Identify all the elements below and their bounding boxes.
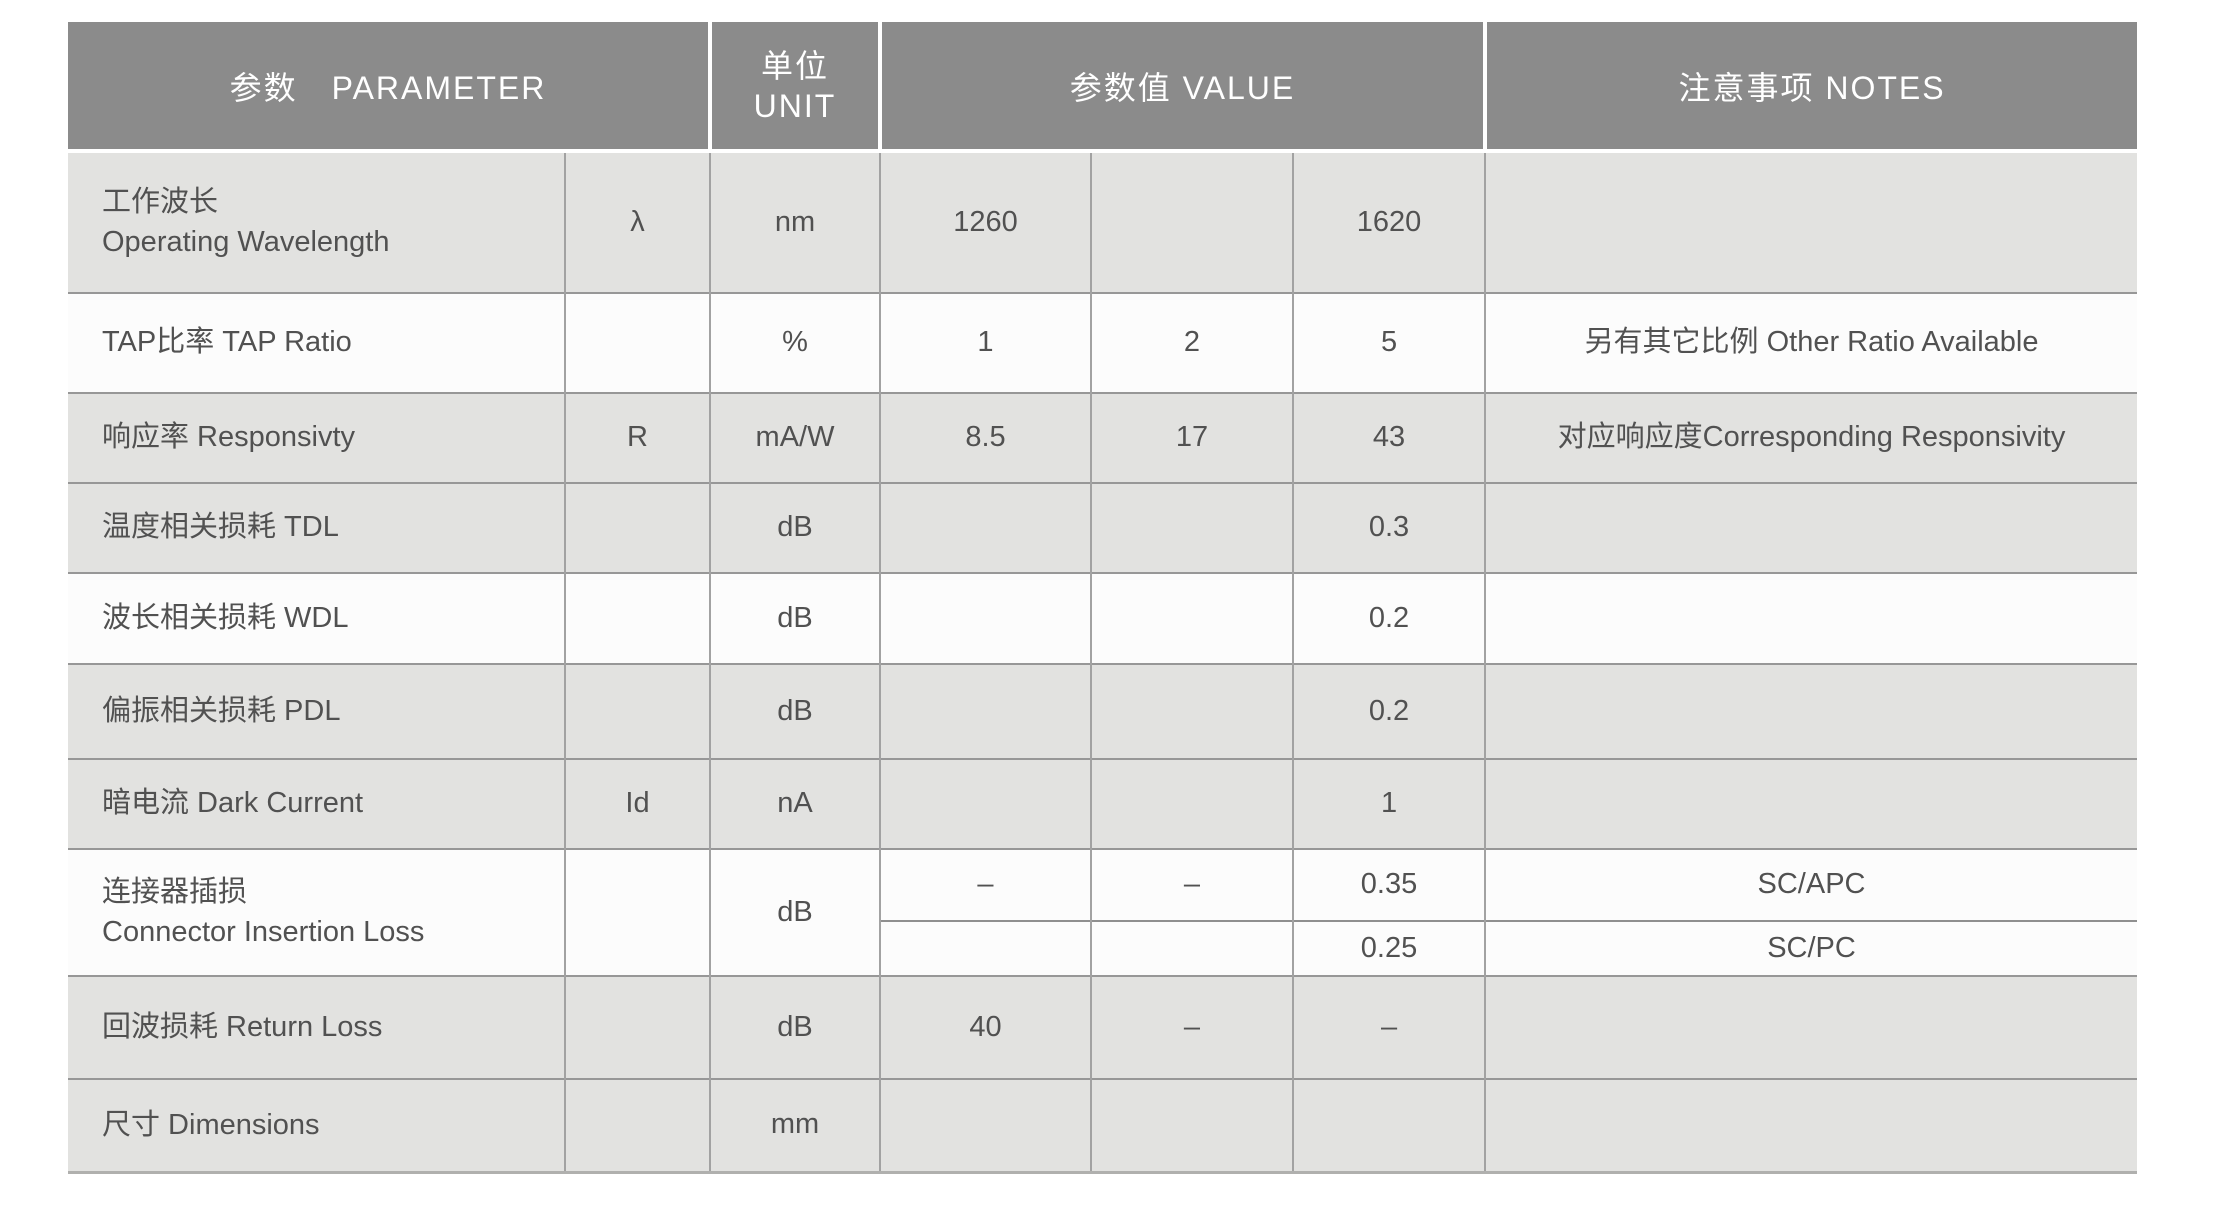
value-cell: 1260 xyxy=(879,151,1091,293)
symbol-cell xyxy=(564,975,710,1079)
notes-cell xyxy=(1484,975,2138,1079)
value-cell xyxy=(879,920,1091,976)
value-cell: 2 xyxy=(1090,292,1293,393)
unit-cell: dB xyxy=(709,482,880,573)
table-row-pdl: 偏振相关损耗 PDL dB 0.2 xyxy=(68,663,2138,759)
header-parameter: 参数 PARAMETER xyxy=(68,22,710,153)
notes-cell xyxy=(1484,151,2138,293)
value-cell: 0.3 xyxy=(1291,482,1486,573)
table-row-dark-current: 暗电流 Dark Current Id nA 1 xyxy=(68,758,2138,849)
param-cell: 温度相关损耗 TDL xyxy=(68,482,565,573)
symbol-cell xyxy=(564,292,710,393)
unit-cell: mA/W xyxy=(709,392,880,483)
value-cell: – xyxy=(1291,975,1486,1079)
table-row-tdl: 温度相关损耗 TDL dB 0.3 xyxy=(68,482,2138,573)
value-cell: 1 xyxy=(1291,758,1486,849)
table-row-dimensions: 尺寸 Dimensions mm xyxy=(68,1078,2138,1174)
notes-cell: SC/APC xyxy=(1484,848,2138,921)
symbol-cell: λ xyxy=(564,151,710,293)
symbol-cell xyxy=(564,482,710,573)
notes-cell xyxy=(1484,482,2138,573)
value-cell: – xyxy=(1090,848,1293,921)
value-cell: – xyxy=(879,848,1091,921)
notes-cell xyxy=(1484,572,2138,664)
unit-cell: nA xyxy=(709,758,880,849)
symbol-cell xyxy=(564,848,710,976)
table-row-return-loss: 回波损耗 Return Loss dB 40 – – xyxy=(68,975,2138,1079)
symbol-cell xyxy=(564,572,710,664)
param-cell: 工作波长 Operating Wavelength xyxy=(68,151,565,293)
table-row-connector-insertion-loss-sub: 0.25 SC/PC xyxy=(68,920,2138,976)
param-cell: 连接器插损 Connector Insertion Loss xyxy=(68,848,565,976)
table-row-connector-insertion-loss: 连接器插损 Connector Insertion Loss dB – – 0.… xyxy=(68,848,2138,976)
table-row-responsivity: 响应率 Responsivty R mA/W 8.5 17 43 对应响应度Co… xyxy=(68,392,2138,483)
value-cell xyxy=(879,572,1091,664)
value-cell xyxy=(1291,1078,1486,1174)
param-cell: 暗电流 Dark Current xyxy=(68,758,565,849)
unit-cell: dB xyxy=(709,848,880,976)
value-cell xyxy=(879,663,1091,759)
symbol-cell xyxy=(564,663,710,759)
unit-cell: dB xyxy=(709,572,880,664)
spec-table: 参数 PARAMETER 单位 UNIT 参数值 VALUE 注意事项 NOTE… xyxy=(68,22,2138,1174)
notes-cell xyxy=(1484,758,2138,849)
value-cell xyxy=(1090,1078,1293,1174)
header-unit-en: UNIT xyxy=(753,87,837,124)
notes-cell: 对应响应度Corresponding Responsivity xyxy=(1484,392,2138,483)
value-cell xyxy=(1090,482,1293,573)
value-cell xyxy=(879,482,1091,573)
value-cell: 40 xyxy=(879,975,1091,1079)
table-header-row: 参数 PARAMETER 单位 UNIT 参数值 VALUE 注意事项 NOTE… xyxy=(68,22,2138,153)
symbol-cell xyxy=(564,1078,710,1174)
param-cell: 回波损耗 Return Loss xyxy=(68,975,565,1079)
value-cell: 5 xyxy=(1291,292,1486,393)
unit-cell: nm xyxy=(709,151,880,293)
header-unit-cn: 单位 xyxy=(760,47,829,84)
value-cell xyxy=(1090,758,1293,849)
value-cell: – xyxy=(1090,975,1293,1079)
value-cell xyxy=(879,758,1091,849)
value-cell xyxy=(1090,920,1293,976)
notes-cell xyxy=(1484,1078,2138,1174)
header-notes: 注意事项 NOTES xyxy=(1483,22,2138,153)
table-row-wdl: 波长相关损耗 WDL dB 0.2 xyxy=(68,572,2138,664)
notes-cell: 另有其它比例 Other Ratio Available xyxy=(1484,292,2138,393)
value-cell: 0.2 xyxy=(1291,663,1486,759)
unit-cell: dB xyxy=(709,975,880,1079)
param-cell: TAP比率 TAP Ratio xyxy=(68,292,565,393)
header-unit: 单位 UNIT xyxy=(708,22,880,153)
value-cell: 8.5 xyxy=(879,392,1091,483)
value-cell xyxy=(1090,663,1293,759)
unit-cell: mm xyxy=(709,1078,880,1174)
value-cell: 17 xyxy=(1090,392,1293,483)
unit-cell: % xyxy=(709,292,880,393)
value-cell: 1620 xyxy=(1291,151,1486,293)
value-cell: 43 xyxy=(1291,392,1486,483)
symbol-cell: Id xyxy=(564,758,710,849)
notes-cell: SC/PC xyxy=(1484,920,2138,976)
spec-table-container: 参数 PARAMETER 单位 UNIT 参数值 VALUE 注意事项 NOTE… xyxy=(68,22,2138,1174)
notes-cell xyxy=(1484,663,2138,759)
param-cell: 尺寸 Dimensions xyxy=(68,1078,565,1174)
value-cell: 0.35 xyxy=(1291,848,1486,921)
value-cell xyxy=(1090,572,1293,664)
value-cell: 0.2 xyxy=(1291,572,1486,664)
table-row-tap-ratio: TAP比率 TAP Ratio % 1 2 5 另有其它比例 Other Rat… xyxy=(68,292,2138,393)
unit-cell: dB xyxy=(709,663,880,759)
header-value: 参数值 VALUE xyxy=(877,22,1486,153)
param-cell: 响应率 Responsivty xyxy=(68,392,565,483)
param-cell: 波长相关损耗 WDL xyxy=(68,572,565,664)
value-cell xyxy=(1090,151,1293,293)
symbol-cell: R xyxy=(564,392,710,483)
table-row-operating-wavelength: 工作波长 Operating Wavelength λ nm 1260 1620 xyxy=(68,151,2138,293)
value-cell: 0.25 xyxy=(1291,920,1486,976)
value-cell xyxy=(879,1078,1091,1174)
value-cell: 1 xyxy=(879,292,1091,393)
param-cell: 偏振相关损耗 PDL xyxy=(68,663,565,759)
